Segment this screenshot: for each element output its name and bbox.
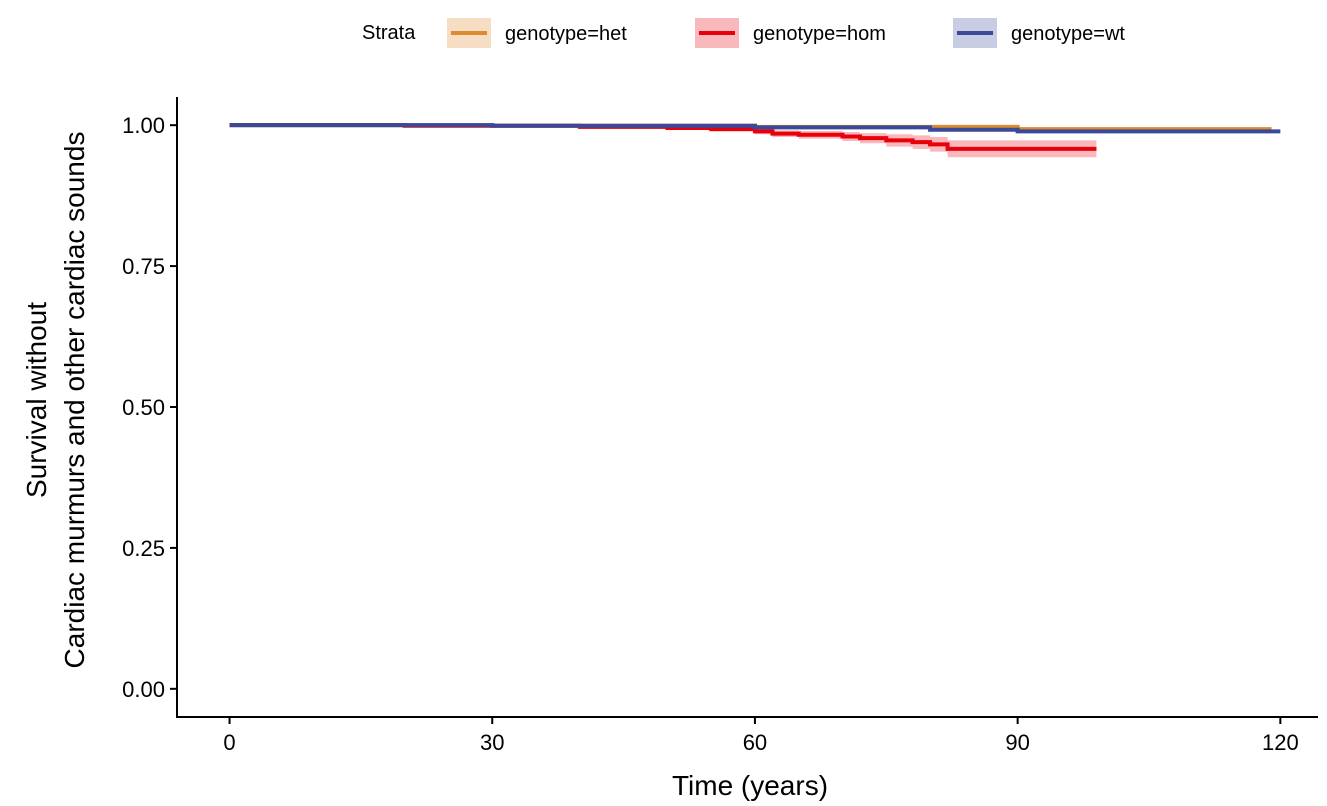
legend-label: genotype=wt <box>1011 23 1125 45</box>
x-tick-label: 120 <box>1262 730 1299 755</box>
x-tick-label: 0 <box>223 730 235 755</box>
x-tick-label: 90 <box>1005 730 1029 755</box>
y-axis-title: Cardiac murmurs and other cardiac sounds <box>59 132 90 669</box>
y-tick-label: 0.50 <box>122 395 165 420</box>
legend-label: genotype=hom <box>753 23 886 45</box>
x-tick-label: 60 <box>743 730 767 755</box>
survival-curve <box>229 123 1281 134</box>
legend-title: Strata <box>362 22 416 44</box>
y-axis-title: Survival without <box>21 302 52 498</box>
x-tick-label: 30 <box>480 730 504 755</box>
y-tick-label: 0.75 <box>122 254 165 279</box>
x-axis-title: Time (years) <box>672 770 828 801</box>
y-tick-label: 0.25 <box>122 536 165 561</box>
y-tick-label: 1.00 <box>122 113 165 138</box>
legend-label: genotype=het <box>505 23 627 45</box>
confidence-band <box>229 125 1097 158</box>
y-tick-label: 0.00 <box>122 677 165 702</box>
